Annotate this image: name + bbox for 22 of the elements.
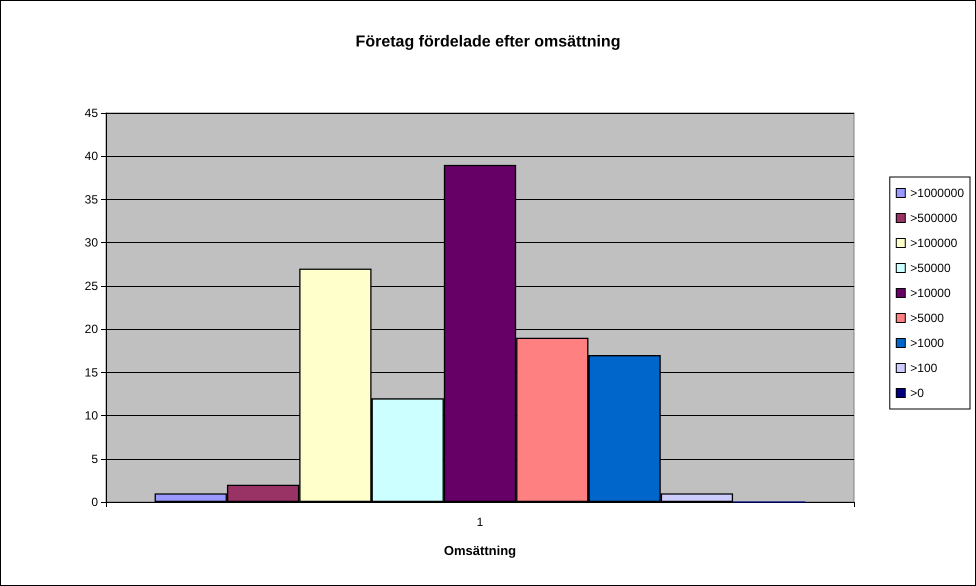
y-tick-label: 0 (91, 495, 98, 509)
legend-label: >1000000 (910, 186, 964, 200)
y-tick-label: 10 (84, 408, 98, 423)
y-tick-label: 40 (84, 149, 98, 164)
y-tick-label: 45 (84, 106, 98, 120)
legend-label: >0 (910, 386, 924, 400)
legend-label: >5000 (910, 311, 944, 325)
y-tick-label: 5 (91, 452, 98, 466)
y-tick-label: 30 (84, 236, 98, 250)
legend-label: >500000 (910, 211, 958, 225)
chart-title: Företag fördelade efter omsättning (356, 34, 620, 50)
legend-label: >50000 (910, 261, 951, 275)
legend-label: >10000 (910, 286, 951, 300)
y-tick-label: 25 (84, 278, 98, 293)
x-tick-label: 1 (476, 515, 484, 529)
y-tick-label: 20 (84, 322, 98, 336)
legend-label: >100000 (910, 236, 958, 250)
legend-label: >1000 (910, 336, 944, 350)
x-axis-title: Omsättning (444, 543, 516, 558)
y-tick-label: 35 (84, 192, 98, 206)
legend-label: >100 (910, 361, 938, 375)
y-tick-label: 15 (84, 365, 98, 380)
